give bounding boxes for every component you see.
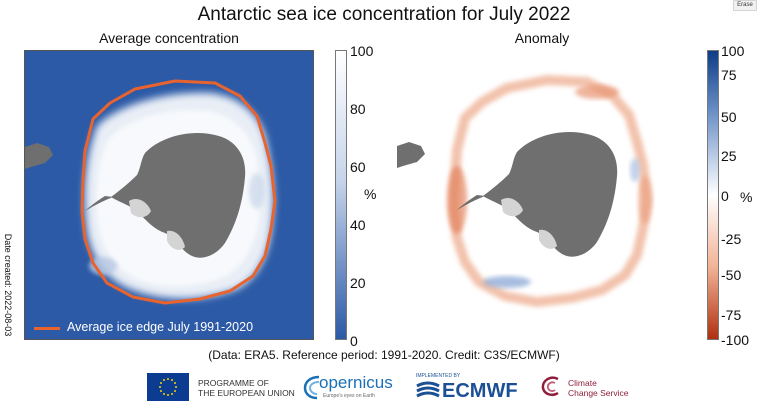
copernicus-tagline: Europe's eyes on Earth <box>323 393 375 399</box>
eu-programme-label: PROGRAMME OF THE EUROPEAN UNION <box>198 378 295 398</box>
eu-programme-line2: THE EUROPEAN UNION <box>198 388 295 398</box>
ecmwf-wordmark: ECMWF <box>442 380 518 402</box>
c3s-line2: Change Service <box>568 388 629 398</box>
positive-anomaly-patch <box>483 276 531 288</box>
implemented-by-label: IMPLEMENTED BY <box>416 373 461 379</box>
c3s-swirl-icon <box>541 376 559 397</box>
ice-shelf <box>129 199 151 218</box>
ice-edge-legend-label: Average ice edge July 1991-2020 <box>67 320 254 334</box>
colorbar-unit: % <box>740 189 753 205</box>
negative-anomaly-patch <box>638 176 652 224</box>
colorbar-tick: 100 <box>350 43 374 59</box>
colorbar-tick: -75 <box>721 307 742 323</box>
low-concentration-patch <box>89 257 117 275</box>
anomaly-svg <box>397 50 687 340</box>
eu-stars-svg <box>159 378 177 396</box>
colorbar-tick: 0 <box>350 333 358 349</box>
colorbar-tick: 0 <box>721 188 729 204</box>
copernicus-logo: opernicus Europe's eyes on Earth <box>303 372 393 402</box>
south-america-land <box>25 143 53 169</box>
colorbar-tick: 80 <box>350 101 366 117</box>
negative-anomaly-patch <box>447 166 467 234</box>
negative-anomaly-patch <box>575 85 619 99</box>
colorbar-tick: 25 <box>721 148 737 164</box>
positive-anomaly-patch <box>630 158 640 182</box>
antarctica-land <box>483 132 618 257</box>
antarctic-peninsula <box>457 195 485 210</box>
eu-programme-line1: PROGRAMME OF <box>198 378 269 388</box>
colorbar-tick: 40 <box>350 217 366 233</box>
ecmwf-logo: ECMWF <box>414 380 524 404</box>
ice-shelf <box>539 229 557 249</box>
antarctic-peninsula <box>85 196 113 211</box>
average-concentration-svg <box>25 51 313 339</box>
colorbar-tick: -100 <box>721 332 750 348</box>
chart-title: Antarctic sea ice concentration for July… <box>197 4 571 25</box>
eu-flag-icon <box>147 373 189 401</box>
ice-shelf <box>501 198 523 217</box>
c3s-label: Climate Change Service <box>568 378 628 398</box>
ice-edge-legend-line <box>34 327 60 330</box>
average-ice-edge-line <box>80 79 277 305</box>
c3s-line1: Climate <box>568 378 597 388</box>
copernicus-swirl-icon <box>303 375 320 400</box>
south-america-land <box>397 142 425 168</box>
colorbar-tick: -50 <box>721 267 742 283</box>
colorbar-unit: % <box>364 186 377 202</box>
ice-shelf <box>167 230 185 250</box>
colorbar-tick: 20 <box>350 275 366 291</box>
ecmwf-symbol-icon <box>416 381 440 398</box>
colorbar-tick: -25 <box>721 231 742 247</box>
low-concentration-patch <box>249 173 265 209</box>
copernicus-wordmark: opernicus <box>319 373 393 392</box>
right-panel-title: Anomaly <box>514 30 570 46</box>
left-panel-title: Average concentration <box>99 30 239 46</box>
anomaly-map <box>397 50 687 340</box>
anomaly-colorbar <box>707 50 719 340</box>
colorbar-tick: 100 <box>721 43 745 59</box>
data-credit-footnote: (Data: ERA5. Reference period: 1991-2020… <box>208 348 560 362</box>
colorbar-tick: 75 <box>721 67 737 83</box>
erase-button[interactable]: Erase <box>733 0 757 11</box>
colorbar-tick: 60 <box>350 159 366 175</box>
average-concentration-map: Average ice edge July 1991-2020 <box>24 50 314 340</box>
c3s-logo: Climate Change Service <box>540 374 650 400</box>
concentration-colorbar <box>335 50 347 340</box>
colorbar-tick: 50 <box>721 109 737 125</box>
antarctica-land <box>111 133 246 258</box>
